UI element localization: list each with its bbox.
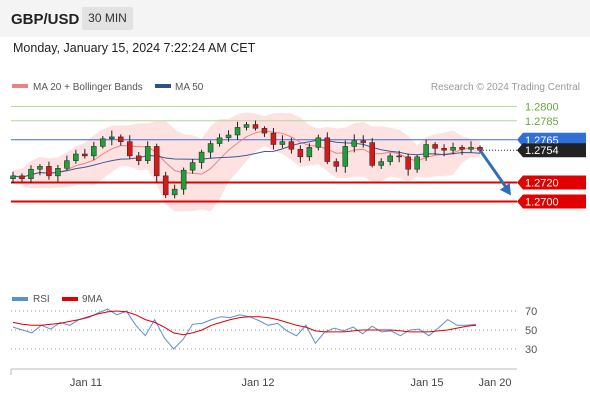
candle-body (37, 166, 43, 170)
candle-body (351, 140, 358, 147)
ma50-line (12, 139, 481, 178)
level-label-1-2700: 1.2700 (525, 197, 559, 209)
rsi-gridlines: 70 50 30 (11, 306, 537, 356)
timeframe-button[interactable]: 30 MIN (82, 7, 133, 30)
x-axis-labels: Jan 11 Jan 12 Jan 15 Jan 20 (70, 377, 512, 389)
candle-body (261, 128, 268, 134)
candle-body (315, 137, 322, 148)
candle-body (180, 169, 187, 190)
legend-rsi: RSI 9MA (12, 294, 103, 305)
candle-body (333, 161, 340, 167)
legend-swatch-ma20 (12, 84, 28, 88)
legend-label-ma50: MA 50 (175, 82, 204, 93)
candle-body (171, 188, 178, 196)
candle-body (432, 144, 438, 149)
level-label-1-2800: 1.2800 (525, 102, 559, 114)
candle-body (450, 147, 456, 151)
candle-body (423, 144, 429, 158)
candle-body (28, 168, 34, 179)
price-levels (11, 106, 517, 203)
x-label-jan-20: Jan 20 (478, 377, 511, 389)
candle-body (216, 137, 223, 144)
candle-body (369, 142, 375, 166)
candle-body (324, 137, 331, 162)
x-label-jan-15: Jan 15 (410, 377, 443, 389)
legend-main: MA 20 + Bollinger Bands MA 50 (12, 82, 204, 93)
candle-body (135, 155, 142, 161)
candle-body (225, 134, 232, 139)
header-bar: GBP/USD 30 MIN (0, 0, 590, 37)
candle-body (153, 146, 160, 177)
candle-body (234, 127, 241, 136)
timestamp: Monday, January 15, 2024 7:22:24 AM CET (13, 41, 256, 55)
candle-body (252, 124, 259, 129)
candle-body (306, 147, 313, 158)
candle-body (189, 162, 196, 171)
candle-body (243, 124, 250, 128)
candle-body (127, 141, 133, 157)
x-label-jan-12: Jan 12 (241, 377, 274, 389)
candle-body (100, 138, 106, 147)
candle-body (279, 141, 286, 145)
candle-body (82, 153, 88, 157)
candle-body (360, 140, 366, 143)
rsi-tick-50: 50 (525, 325, 537, 337)
candle-body (414, 156, 420, 170)
candle-body (396, 155, 402, 158)
forecast-arrow-head (499, 183, 511, 196)
rsi-9ma-line (12, 310, 477, 336)
legend-swatch-rsi (12, 297, 28, 301)
candle-body (378, 161, 384, 166)
forecast-arrow-line (478, 148, 511, 193)
candle-body (270, 132, 277, 145)
level-label-1-2785: 1.2785 (525, 116, 559, 128)
last-price-label: 1.2754 (525, 145, 559, 157)
rsi-tick-70: 70 (525, 306, 537, 318)
legend-label-rsi: RSI (33, 294, 50, 305)
candle-body (342, 146, 349, 167)
rsi-line (12, 308, 477, 350)
candle-body (405, 156, 411, 170)
legend-swatch-9ma (62, 297, 78, 301)
level-label-1-2720: 1.2720 (525, 178, 559, 190)
level-tag-1-2700 (517, 194, 586, 209)
candle-body (64, 160, 70, 169)
candle-body (207, 143, 214, 153)
candle-body (297, 149, 304, 158)
legend-swatch-ma50 (155, 84, 171, 88)
candle-body (387, 155, 393, 162)
x-label-jan-11: Jan 11 (70, 377, 102, 389)
candle-body (19, 175, 25, 179)
symbol-title: GBP/USD (11, 11, 80, 28)
candle-body (144, 146, 151, 161)
legend-label-9ma: 9MA (82, 294, 103, 305)
candle-body (55, 168, 61, 177)
candle-body (46, 166, 52, 177)
candle-body (198, 151, 205, 163)
credit-text: Research © 2024 Trading Central (431, 82, 580, 93)
legend-label-ma20: MA 20 + Bollinger Bands (33, 82, 143, 93)
level-tag-1-2720 (517, 175, 586, 190)
ma20-line (12, 130, 481, 178)
candle-body (91, 146, 97, 157)
last-price-tag (517, 143, 586, 158)
candle-body (109, 136, 115, 140)
rsi-tick-30: 30 (525, 344, 537, 356)
candle-body (441, 148, 447, 151)
candle-body (162, 175, 169, 196)
candle-body (288, 141, 295, 150)
candle-body (468, 147, 474, 150)
candle-body (10, 175, 16, 179)
candle-body (459, 147, 465, 150)
candle-body (73, 153, 79, 161)
candles (10, 120, 483, 199)
candle-body (118, 136, 124, 142)
